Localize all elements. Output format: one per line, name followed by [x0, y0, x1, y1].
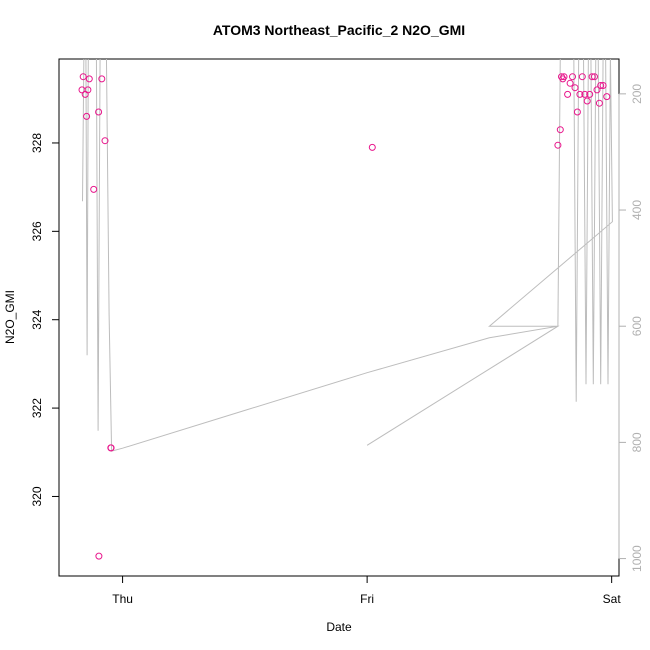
data-point	[101, 137, 109, 145]
data-point	[599, 82, 607, 89]
data-point	[564, 90, 572, 98]
plot-frame	[58, 58, 620, 577]
data-point	[578, 73, 586, 81]
data-point	[554, 141, 562, 149]
y2-tick-label: 200	[630, 84, 644, 104]
y-tick-label: 320	[30, 486, 44, 506]
data-point	[368, 143, 376, 151]
x-axis-label: Date	[326, 620, 352, 634]
data-point	[569, 73, 576, 81]
y-tick-label: 324	[30, 309, 44, 329]
data-point	[79, 73, 87, 81]
data-point	[591, 73, 598, 81]
data-point	[556, 126, 564, 134]
data-point	[566, 79, 574, 87]
data-point	[90, 185, 98, 193]
data-point	[595, 99, 603, 107]
n2o-points-layer	[78, 73, 611, 560]
y2-tick-label: 400	[630, 200, 644, 220]
pressure-line-layer	[82, 59, 613, 452]
y-tick-label: 322	[30, 398, 44, 418]
data-point	[586, 90, 594, 98]
y2-tick-label: 1000	[630, 545, 644, 572]
data-point	[571, 84, 579, 92]
data-point	[573, 108, 581, 116]
data-point	[603, 93, 611, 101]
chart-title: ATOM3 Northeast_Pacific_2 N2O_GMI	[213, 22, 465, 38]
data-point	[98, 75, 106, 83]
data-point	[95, 108, 103, 116]
data-point	[107, 444, 115, 452]
data-point	[581, 90, 589, 98]
data-point	[95, 552, 103, 560]
data-point	[597, 82, 605, 89]
pressure-line	[82, 59, 613, 452]
data-point	[560, 73, 568, 81]
y-axis-left: 320 322 324 326 328	[30, 133, 60, 507]
data-point	[83, 112, 91, 120]
x-axis: Thu Fri Sat	[112, 575, 622, 606]
data-point	[84, 86, 92, 94]
x-tick-label: Thu	[112, 592, 133, 606]
data-point	[85, 75, 93, 83]
data-point	[583, 97, 591, 105]
y2-tick-label: 800	[630, 432, 644, 452]
y-axis-right: 200 400 600 800 1000	[618, 84, 644, 572]
y-tick-label: 328	[30, 133, 44, 153]
y-tick-label: 326	[30, 221, 44, 241]
x-tick-label: Fri	[360, 592, 374, 606]
data-point	[588, 73, 596, 81]
x-tick-label: Sat	[603, 592, 622, 606]
data-point	[593, 86, 601, 94]
y-axis-label: N2O_GMI	[3, 290, 17, 344]
y2-tick-label: 600	[630, 316, 644, 336]
data-point	[576, 90, 584, 98]
